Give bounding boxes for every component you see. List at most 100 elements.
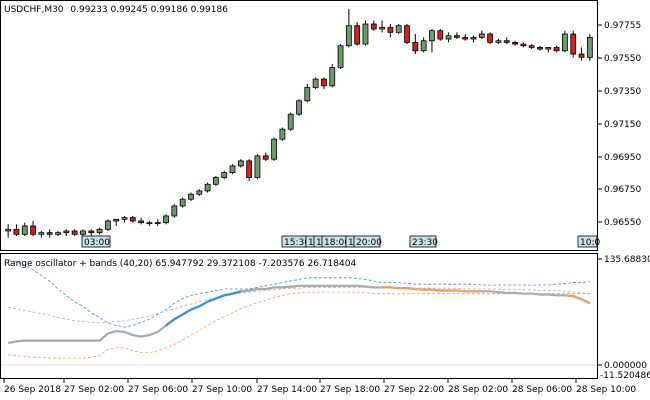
candle <box>154 219 161 226</box>
candle <box>104 219 111 231</box>
candle-body <box>512 41 518 45</box>
candle-body <box>5 228 12 232</box>
candle <box>271 137 277 161</box>
candle <box>296 99 302 116</box>
candle <box>329 64 336 88</box>
price-tick-label: 0.96550 <box>604 218 641 228</box>
candle-body <box>395 25 402 33</box>
indicator-panel[interactable]: Range oscillator + bands (40,20) 65.9477… <box>0 253 598 379</box>
candle <box>55 230 61 236</box>
candle <box>520 42 527 48</box>
candle-body <box>237 160 244 167</box>
candle <box>337 44 344 70</box>
candle-body <box>196 190 203 195</box>
candle-body <box>113 218 120 222</box>
candle <box>453 32 460 40</box>
candle <box>412 34 419 55</box>
time-label: 27 Sep 02:00 <box>64 385 124 395</box>
time-marker: 1 <box>345 235 355 248</box>
candle-body <box>21 225 28 235</box>
candle <box>246 159 253 181</box>
time-label: 27 Sep 18:00 <box>320 385 380 395</box>
candle <box>470 35 477 43</box>
candle-body <box>38 232 45 235</box>
chart-symbol-header: USDCHF,M30 0.99233 0.99245 0.99186 0.991… <box>4 5 228 15</box>
price-tick-label: 0.97755 <box>604 21 641 31</box>
candle <box>345 9 352 48</box>
candle <box>196 189 203 196</box>
svg-text:03:00: 03:00 <box>84 238 110 248</box>
candle <box>237 159 244 168</box>
price-tick-label: 0.97550 <box>604 54 641 64</box>
oscillator-falling-segment <box>564 294 591 305</box>
ohlc-values: 0.99233 0.99245 0.99186 0.99186 <box>70 5 228 15</box>
candle <box>503 37 510 45</box>
candle <box>528 44 535 50</box>
price-axis[interactable]: 0.97755 0.97550 0.97350 0.97150 0.96950 0.967… <box>598 21 641 228</box>
svg-text:1: 1 <box>308 238 314 248</box>
candle-body <box>46 232 53 235</box>
candle <box>179 197 186 208</box>
svg-text:1: 1 <box>348 238 354 248</box>
candle <box>570 30 577 58</box>
candle-body <box>520 43 527 47</box>
candle-body <box>387 26 394 33</box>
candle <box>188 192 194 201</box>
indicator-lines <box>7 259 591 359</box>
candle <box>21 222 28 236</box>
time-marker: 03:00 <box>81 235 111 248</box>
indicator-axis[interactable]: 135.688305 0.000000 -11.520486 <box>598 255 650 381</box>
upper-band-line <box>8 259 590 328</box>
price-tick-label: 0.97350 <box>604 87 641 97</box>
candle <box>262 152 269 161</box>
candle <box>512 40 518 46</box>
candle <box>129 215 136 223</box>
candle-body <box>229 165 236 173</box>
price-tick-label: 0.96750 <box>604 185 641 195</box>
candle-body <box>329 67 336 87</box>
candle <box>138 217 145 225</box>
candle-body <box>104 220 111 230</box>
lower-band-line <box>8 291 590 359</box>
candle <box>495 39 502 45</box>
candle <box>80 229 86 236</box>
time-label: 28 Sep 10:00 <box>576 385 636 395</box>
candle <box>379 20 385 33</box>
candle <box>121 215 128 223</box>
candle <box>204 182 211 193</box>
candle <box>96 227 103 235</box>
candle-body <box>586 36 593 58</box>
candle-body <box>71 230 78 235</box>
candle-body <box>528 45 535 48</box>
candle-body <box>437 30 444 40</box>
time-label: 27 Sep 10:00 <box>192 385 252 395</box>
candle-body <box>379 26 385 30</box>
price-panel[interactable]: USDCHF,M30 0.99233 0.99245 0.99186 0.991… <box>0 0 598 251</box>
candle-body <box>254 155 261 178</box>
middle-band-line <box>8 287 590 324</box>
candle-body <box>429 30 435 42</box>
candle <box>578 47 585 61</box>
candle <box>429 29 435 53</box>
time-axis[interactable]: 26 Sep 2018 27 Sep 02:00 27 Sep 06:00 27 Se… <box>3 379 636 395</box>
candle-body <box>470 36 477 40</box>
candle-body <box>179 198 186 207</box>
time-label: 28 Sep 02:00 <box>448 385 508 395</box>
candle-body <box>262 155 269 160</box>
indicator-axis-zero: 0.000000 <box>604 361 647 371</box>
candle-body <box>96 228 103 234</box>
candle-body <box>146 222 153 225</box>
candle <box>171 204 178 218</box>
candle <box>462 34 469 41</box>
candle <box>487 32 494 45</box>
candle <box>88 229 95 236</box>
candlestick-series <box>5 9 593 238</box>
candle <box>30 220 36 236</box>
candle-body <box>129 217 136 222</box>
candle-body <box>578 53 585 58</box>
time-label: 26 Sep 2018 <box>4 385 61 395</box>
candle-body <box>312 78 319 88</box>
candle-body <box>495 40 502 43</box>
candle-body <box>279 128 286 140</box>
